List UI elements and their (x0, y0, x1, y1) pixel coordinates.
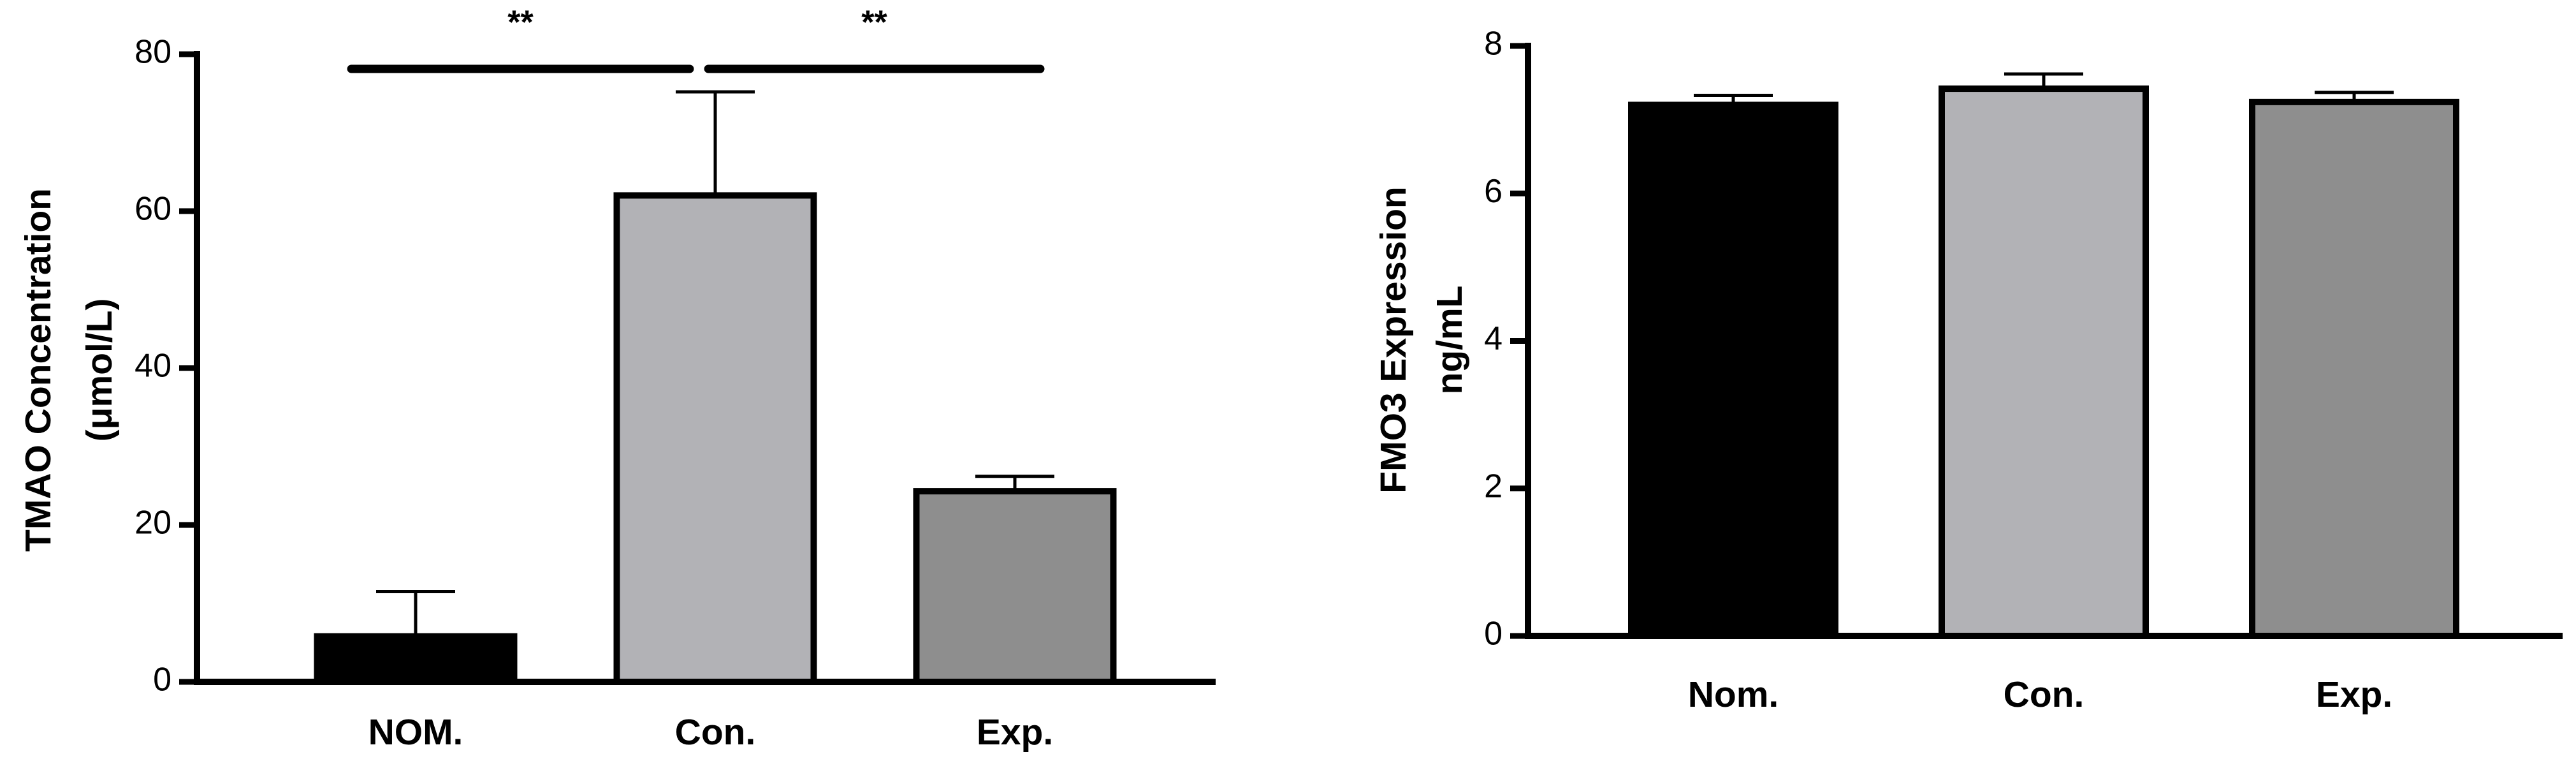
plot: TMAO Concentration (μmol/L) 0 20 40 60 80 NOM. C… (18, 4, 1216, 753)
x-tick-label: Con. (675, 712, 756, 753)
y-tick-label: 0 (153, 661, 171, 698)
x-tick-label: Exp. (2316, 674, 2392, 715)
bar (1628, 101, 1838, 639)
bar (2249, 98, 2459, 639)
y-tick-label: 60 (135, 191, 171, 228)
bar (1939, 85, 2149, 639)
y-tick-label: 0 (1484, 616, 1503, 653)
plot: FMO3 Expression ng/mL 0 2 4 6 8 Nom. Con. Exp. (1373, 26, 2563, 715)
x-tick-label: Con. (2004, 674, 2085, 715)
x-tick-label: NOM. (368, 712, 463, 753)
x-tick-label: Exp. (977, 712, 1053, 753)
y-tick-label: 80 (135, 34, 171, 71)
y-axis-label: FMO3 Expression (1373, 186, 1414, 493)
significance-label: ** (861, 4, 887, 41)
y-tick-label: 40 (135, 348, 171, 385)
bar (913, 488, 1117, 685)
y-tick-label: 20 (135, 505, 171, 542)
y-tick-label: 4 (1484, 320, 1503, 357)
y-axis-label: ng/mL (1429, 286, 1470, 395)
significance-label: ** (507, 4, 534, 41)
y-tick-label: 2 (1484, 468, 1503, 505)
bar (314, 633, 518, 685)
y-tick-label: 8 (1484, 26, 1503, 63)
y-axis-label: (μmol/L) (79, 299, 120, 442)
x-tick-label: Nom. (1688, 674, 1779, 715)
y-axis-label: TMAO Concentration (18, 188, 59, 552)
y-tick-label: 6 (1484, 173, 1503, 210)
bar (613, 192, 817, 685)
